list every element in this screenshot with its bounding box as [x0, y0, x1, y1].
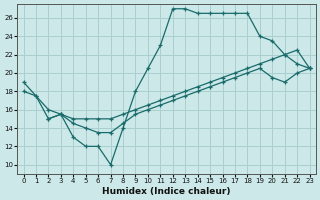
X-axis label: Humidex (Indice chaleur): Humidex (Indice chaleur): [102, 187, 231, 196]
